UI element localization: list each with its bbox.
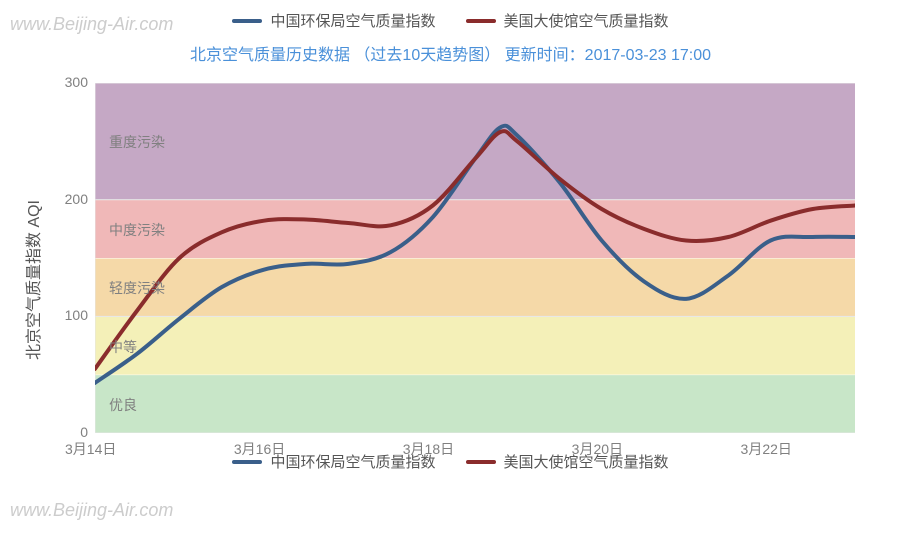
aqi-band-label: 优良 [109, 395, 137, 415]
watermark-bottom: www.Beijing-Air.com [10, 500, 173, 521]
legend-swatch [466, 19, 496, 23]
x-tick-label: 3月18日 [403, 439, 483, 459]
aqi-band [95, 375, 855, 433]
legend-item: 中国环保局空气质量指数 [232, 10, 435, 31]
subtitle: 北京空气质量历史数据 （过去10天趋势图） 更新时间：2017-03-23 17… [0, 41, 901, 65]
aqi-band [95, 316, 855, 374]
aqi-band-label: 中度污染 [109, 220, 165, 240]
x-tick-label: 3月16日 [234, 439, 314, 459]
y-tick-label: 300 [50, 74, 88, 90]
aqi-band-label: 重度污染 [109, 132, 165, 152]
legend-item: 美国大使馆空气质量指数 [466, 10, 669, 31]
aqi-band-label: 中等 [109, 337, 137, 357]
legend-label: 美国大使馆空气质量指数 [504, 10, 669, 31]
legend-swatch [232, 460, 262, 464]
chart-svg [95, 83, 855, 433]
legend-label: 中国环保局空气质量指数 [270, 10, 435, 31]
chart-area: 优良中等轻度污染中度污染重度污染01002003003月14日3月16日3月18… [95, 83, 855, 433]
y-tick-label: 200 [50, 191, 88, 207]
aqi-band [95, 83, 855, 200]
legend-swatch [232, 19, 262, 23]
y-axis-title: 北京空气质量指数 AQI [20, 200, 44, 360]
aqi-band [95, 200, 855, 258]
y-tick-label: 100 [50, 307, 88, 323]
legend-swatch [466, 460, 496, 464]
watermark-top: www.Beijing-Air.com [10, 14, 173, 35]
aqi-band-label: 轻度污染 [109, 278, 165, 298]
x-tick-label: 3月14日 [65, 439, 145, 459]
x-tick-label: 3月20日 [572, 439, 652, 459]
y-tick-label: 0 [50, 424, 88, 440]
x-tick-label: 3月22日 [741, 439, 821, 459]
